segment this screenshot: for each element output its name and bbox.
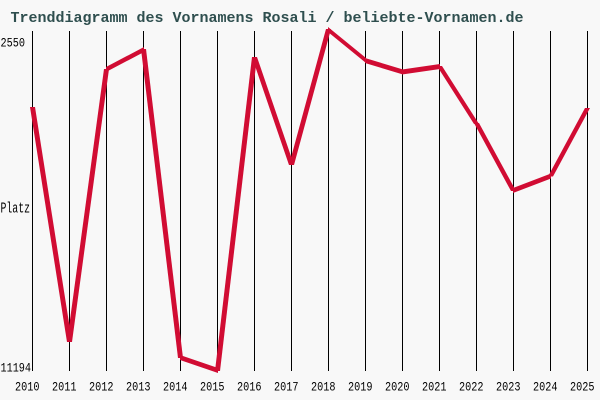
svg-text:2020: 2020 [385,380,410,395]
svg-text:2017: 2017 [274,380,299,395]
svg-text:2010: 2010 [15,380,40,395]
svg-text:Trenddiagramm des Vornamens Ro: Trenddiagramm des Vornamens Rosali / bel… [11,10,524,27]
svg-text:2016: 2016 [237,380,262,395]
svg-text:2014: 2014 [163,380,188,395]
svg-text:2019: 2019 [348,380,373,395]
svg-text:2025: 2025 [570,380,595,395]
svg-text:2018: 2018 [311,380,336,395]
svg-text:Platz: Platz [1,202,31,218]
svg-text:2022: 2022 [459,380,484,395]
svg-text:2012: 2012 [89,380,114,395]
svg-text:2550: 2550 [1,36,26,51]
svg-text:2024: 2024 [533,380,558,395]
svg-text:2023: 2023 [496,380,521,395]
svg-text:2013: 2013 [126,380,151,395]
svg-text:11194: 11194 [1,361,32,376]
svg-text:2011: 2011 [52,380,77,395]
svg-text:2021: 2021 [422,380,447,395]
svg-text:2015: 2015 [200,380,225,395]
